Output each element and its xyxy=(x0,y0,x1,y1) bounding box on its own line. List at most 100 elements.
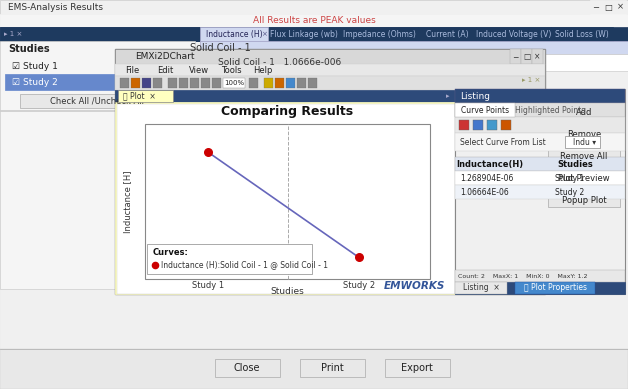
Text: ▸ 1 ×: ▸ 1 × xyxy=(522,77,540,83)
Bar xyxy=(201,78,210,88)
Text: Study 1: Study 1 xyxy=(555,173,584,182)
Bar xyxy=(300,359,365,377)
Bar xyxy=(455,270,625,282)
Text: ☑ Study 2: ☑ Study 2 xyxy=(12,77,58,86)
Text: Indu ▾: Indu ▾ xyxy=(573,137,596,147)
Bar xyxy=(455,89,625,103)
Bar xyxy=(115,49,545,64)
Text: Remove: Remove xyxy=(567,130,601,138)
Bar xyxy=(115,102,455,294)
Bar xyxy=(142,78,151,88)
Text: Curves:: Curves: xyxy=(153,247,189,256)
Text: ☑ Study 1: ☑ Study 1 xyxy=(12,61,58,70)
Text: Flux Linkage (wb): Flux Linkage (wb) xyxy=(270,30,338,39)
Bar xyxy=(455,89,625,294)
Text: Solid Loss (W): Solid Loss (W) xyxy=(555,30,609,39)
Bar xyxy=(602,0,614,14)
Bar xyxy=(459,120,469,130)
Bar xyxy=(455,157,625,171)
Bar xyxy=(501,120,511,130)
Text: Highlighted Points: Highlighted Points xyxy=(515,105,585,114)
Bar xyxy=(487,120,497,130)
Bar xyxy=(548,193,620,207)
Text: ×: × xyxy=(534,52,541,61)
Bar xyxy=(153,78,162,88)
Bar xyxy=(308,78,317,88)
Bar xyxy=(120,78,129,88)
Bar xyxy=(476,27,551,41)
Bar xyxy=(145,124,430,279)
Text: EMWORKS: EMWORKS xyxy=(384,281,445,291)
Text: Study 1: Study 1 xyxy=(192,282,224,291)
Bar xyxy=(614,0,626,14)
Bar xyxy=(200,54,628,71)
Bar xyxy=(590,0,602,14)
Text: Plot Preview: Plot Preview xyxy=(558,173,610,182)
Text: Impedance (Ohms): Impedance (Ohms) xyxy=(342,30,416,39)
Text: Count: 2    MaxX: 1    MinX: 0    MaxY: 1.2: Count: 2 MaxX: 1 MinX: 0 MaxY: 1.2 xyxy=(458,273,588,279)
Bar xyxy=(264,78,273,88)
Bar xyxy=(223,78,245,88)
Text: Studies: Studies xyxy=(557,159,593,168)
Bar xyxy=(455,171,625,185)
Bar xyxy=(455,185,625,199)
Bar xyxy=(340,27,418,41)
Bar xyxy=(275,78,284,88)
Bar xyxy=(131,78,140,88)
Bar xyxy=(20,94,175,108)
Text: ▸: ▸ xyxy=(447,93,450,99)
Bar xyxy=(115,90,455,102)
Bar xyxy=(0,41,195,289)
Text: Remove All: Remove All xyxy=(560,151,608,161)
Text: ×: × xyxy=(617,2,624,12)
Text: Listing  ×: Listing × xyxy=(463,284,499,293)
Bar xyxy=(455,103,625,117)
Text: Tools: Tools xyxy=(221,65,242,75)
Text: Edit: Edit xyxy=(157,65,173,75)
Bar xyxy=(455,71,543,89)
Text: EMXi2DChart: EMXi2DChart xyxy=(135,52,195,61)
Text: All Results are PEAK values: All Results are PEAK values xyxy=(252,16,376,25)
Bar xyxy=(0,349,628,389)
Point xyxy=(150,262,160,268)
Text: Induced Voltage (V): Induced Voltage (V) xyxy=(476,30,551,39)
Bar xyxy=(455,117,625,133)
Text: 📊 Plot Properties: 📊 Plot Properties xyxy=(524,284,587,293)
Text: Listing: Listing xyxy=(460,91,490,100)
Text: ─: ─ xyxy=(593,2,598,12)
Text: Solid Coil - 1   1.0666e-006: Solid Coil - 1 1.0666e-006 xyxy=(218,58,341,67)
Text: Inductance(H): Inductance(H) xyxy=(457,159,524,168)
Bar xyxy=(117,104,455,294)
Point xyxy=(354,254,364,260)
Bar xyxy=(455,282,625,294)
Bar xyxy=(0,14,628,27)
Bar xyxy=(297,78,306,88)
Bar xyxy=(190,78,199,88)
Bar xyxy=(532,49,543,64)
Bar xyxy=(212,78,221,88)
Text: Close: Close xyxy=(234,363,260,373)
Text: Current (A): Current (A) xyxy=(426,30,468,39)
Text: Studies: Studies xyxy=(8,44,50,54)
Text: 1.268904E-06: 1.268904E-06 xyxy=(460,173,513,182)
Text: Add: Add xyxy=(576,107,592,116)
Text: ▸ 1 ×: ▸ 1 × xyxy=(4,31,23,37)
Bar xyxy=(385,359,450,377)
Bar xyxy=(548,171,620,185)
Bar xyxy=(455,133,625,151)
Bar xyxy=(115,64,545,76)
Text: Popup Plot: Popup Plot xyxy=(561,196,606,205)
Bar xyxy=(515,282,595,294)
Bar xyxy=(551,27,613,41)
Point xyxy=(203,149,213,155)
Text: Select Curve From List: Select Curve From List xyxy=(460,137,546,147)
Text: Export: Export xyxy=(401,363,433,373)
Text: Solid Coil - 1: Solid Coil - 1 xyxy=(190,42,251,53)
Text: Inductance [H]: Inductance [H] xyxy=(124,170,133,233)
Text: Inductance (H): Inductance (H) xyxy=(206,30,263,39)
Bar xyxy=(200,41,628,54)
Bar xyxy=(0,110,195,111)
Text: □: □ xyxy=(604,2,612,12)
Bar xyxy=(565,136,600,148)
Text: Help: Help xyxy=(253,65,273,75)
